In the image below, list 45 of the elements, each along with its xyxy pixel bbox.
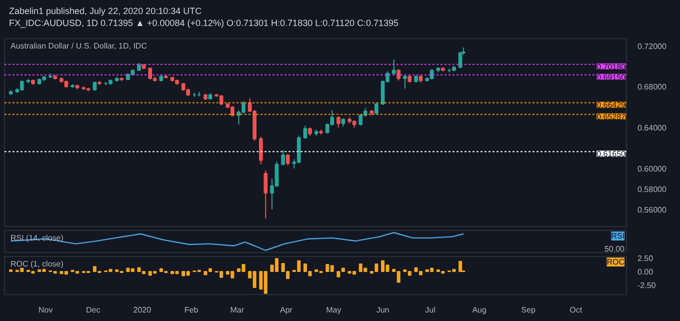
ref-line-label: 0.66429 [596, 100, 626, 110]
x-tick-label: Jul [425, 306, 436, 314]
x-tick-label: Jun [376, 306, 390, 314]
annotation: ROC [606, 258, 625, 266]
x-tick-label: Nov [38, 306, 53, 314]
x-tick-label: Oct [570, 306, 583, 314]
x-tick-label: Aug [472, 306, 486, 314]
candlestick [281, 150, 285, 166]
y-tick-label: 0.60000 [638, 164, 667, 174]
ref-line-label: 0.70180 [596, 62, 626, 72]
x-tick-label: Dec [86, 306, 100, 314]
candlestick [303, 124, 308, 140]
chart-title: ROC (1, close) [10, 260, 64, 268]
x-tick-label: Mar [230, 306, 244, 314]
x-tick-label: May [326, 306, 342, 314]
candlestick [374, 102, 378, 115]
candlestick [392, 59, 396, 75]
candlestick [286, 154, 290, 166]
y-tick-label: -2.50 [638, 280, 656, 290]
y-tick-label: 0.58000 [638, 184, 667, 194]
annotation: RSI [611, 232, 625, 240]
y-tick-label: 2.50 [638, 254, 654, 264]
x-tick-label: Sep [521, 306, 536, 314]
text: Zabelin1 published, July 22, 2020 20:10:34 UTC [9, 6, 202, 16]
x-tick-label: Apr [280, 306, 293, 314]
y-tick-label: 0.72000 [638, 42, 667, 51]
x-tick-label: 2020 [133, 306, 152, 314]
candlestick [403, 74, 407, 90]
y-tick-label: 0.00 [638, 267, 654, 276]
bar [458, 260, 462, 272]
ref-line-label: 0.69150 [596, 72, 626, 82]
candlestick [336, 116, 340, 128]
annotation: 50.00 [604, 244, 626, 254]
x-tick-label: Feb [184, 306, 199, 314]
candlestick [92, 81, 97, 92]
y-tick-label: 0.68000 [638, 82, 667, 92]
y-tick-label: 0.64000 [638, 124, 667, 133]
candlestick [396, 68, 401, 82]
y-tick-label: 0.56000 [638, 205, 667, 214]
text: FX_IDC:AUDUSD, 1D 0.71395 ▲ +0.00084 (+0.12%) O:0.71301 H:0.71830 L:0.71120 C:0.71395 [9, 18, 398, 28]
candlestick [258, 136, 263, 165]
chart-title: Australian Dollar / U.S. Dollar, 1D, IDC [10, 42, 148, 50]
ref-line-label: 0.65287 [596, 112, 626, 122]
ref-line-label: 0.61650 [596, 150, 626, 159]
candlestick [264, 170, 268, 220]
